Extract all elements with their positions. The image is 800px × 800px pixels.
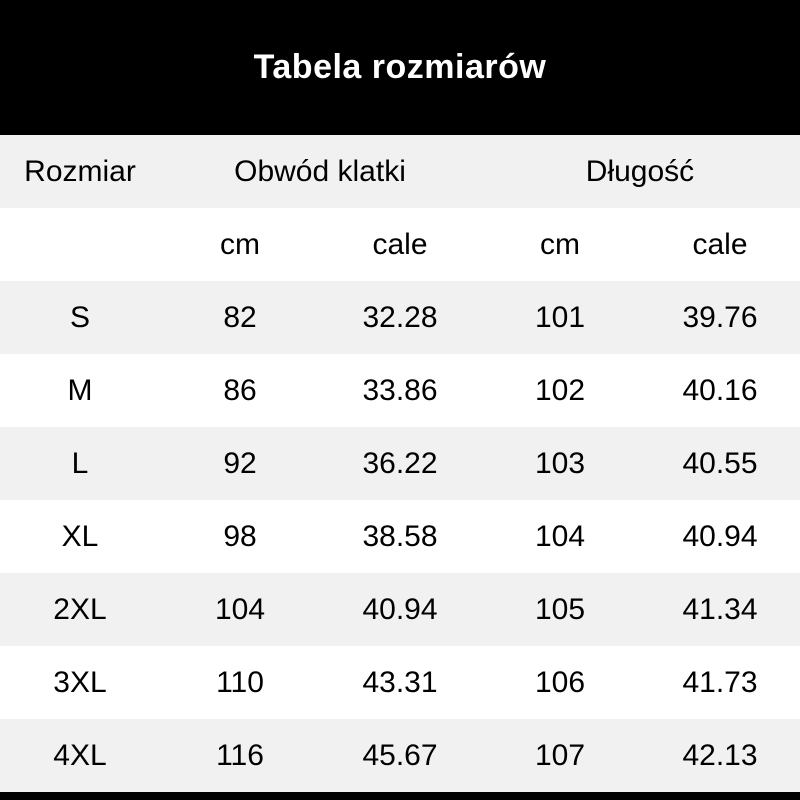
chest-cm-cell: 92 (223, 446, 257, 480)
length-cm-cell: 104 (534, 519, 586, 553)
size-cell: L (71, 446, 89, 480)
length-cale-cell: 40.94 (682, 519, 758, 553)
chest-cale-cell: 33.86 (362, 373, 438, 407)
length-cm-cell: 101 (534, 300, 586, 334)
chest-cale-cell: 38.58 (362, 519, 438, 553)
table-row-s: S 82 32.28 101 39.76 (0, 281, 800, 354)
length-cm-cell: 102 (534, 373, 586, 407)
size-cell: 4XL (53, 738, 107, 772)
size-cell: S (69, 300, 90, 334)
chest-cale-cell: 36.22 (362, 446, 438, 480)
column-header-size: Rozmiar (24, 154, 136, 188)
chest-cm-cell: 86 (223, 373, 257, 407)
length-cale-cell: 41.73 (682, 665, 758, 699)
length-cale-cell: 40.16 (682, 373, 758, 407)
column-header-chest: Obwód klatki (234, 154, 406, 188)
size-cell: 2XL (53, 592, 107, 626)
title-banner: Tabela rozmiarów (0, 0, 800, 135)
table-row-xl: XL 98 38.58 104 40.94 (0, 500, 800, 573)
length-cm-cell: 103 (534, 446, 586, 480)
length-cm-cell: 106 (534, 665, 586, 699)
chest-cm-cell: 116 (216, 738, 264, 772)
length-cm-cell: 105 (534, 592, 586, 626)
size-cell: M (67, 373, 93, 407)
chest-cm-cell: 104 (214, 592, 266, 626)
column-header-length: Długość (585, 154, 695, 188)
unit-header-length-cm: cm (540, 227, 580, 261)
page-title: Tabela rozmiarów (253, 48, 547, 86)
chest-cale-cell: 40.94 (362, 592, 438, 626)
chest-cm-cell: 98 (223, 519, 257, 553)
unit-header-length-cale: cale (692, 227, 748, 261)
length-cale-cell: 42.13 (682, 738, 758, 772)
table-row-m: M 86 33.86 102 40.16 (0, 354, 800, 427)
chest-cale-cell: 32.28 (362, 300, 438, 334)
table-units-row: cm cale cm cale (0, 208, 800, 281)
chest-cm-cell: 82 (223, 300, 257, 334)
length-cale-cell: 39.76 (682, 300, 758, 334)
chest-cm-cell: 110 (216, 665, 264, 699)
bottom-banner-strip (0, 792, 800, 800)
chest-cale-cell: 43.31 (362, 665, 438, 699)
unit-header-chest-cm: cm (220, 227, 260, 261)
table-row-3xl: 3XL 110 43.31 106 41.73 (0, 646, 800, 719)
size-cell: 3XL (53, 665, 107, 699)
length-cale-cell: 41.34 (682, 592, 758, 626)
size-cell: XL (61, 519, 99, 553)
length-cale-cell: 40.55 (682, 446, 758, 480)
table-row-4xl: 4XL 116 45.67 107 42.13 (0, 719, 800, 792)
table-row-l: L 92 36.22 103 40.55 (0, 427, 800, 500)
chest-cale-cell: 45.67 (362, 738, 438, 772)
length-cm-cell: 107 (534, 738, 586, 772)
unit-header-chest-cale: cale (372, 227, 428, 261)
table-header-row: Rozmiar Obwód klatki Długość (0, 135, 800, 208)
table-row-2xl: 2XL 104 40.94 105 41.34 (0, 573, 800, 646)
